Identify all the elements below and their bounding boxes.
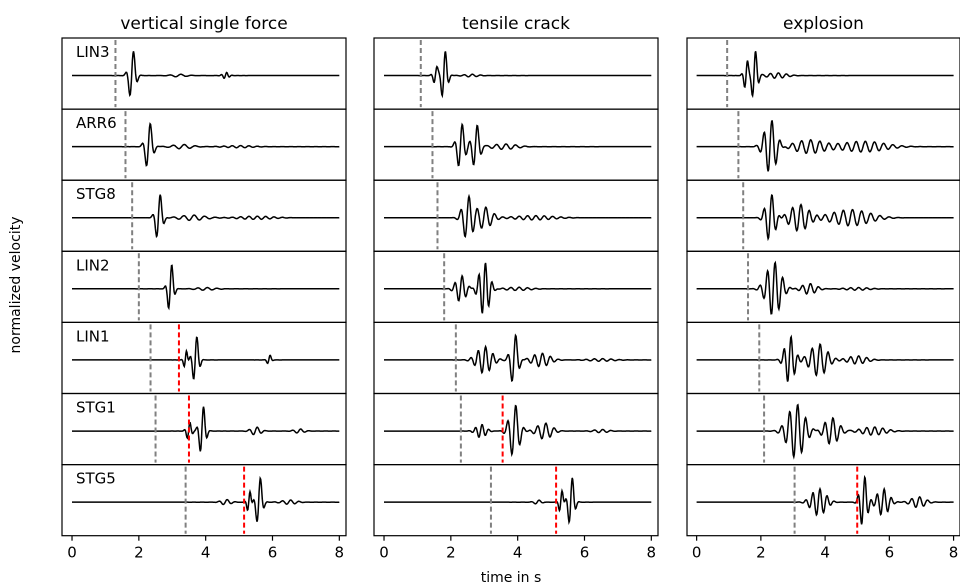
station-label: STG1: [76, 399, 116, 417]
waveform-trace: [696, 334, 954, 382]
panel-grid: vertical single force LIN3 ARR6 STG8 LIN2 LIN…: [61, 14, 960, 562]
panel-frame: [686, 464, 960, 537]
waveform-trace: [696, 260, 954, 315]
panel-frame: [373, 392, 659, 466]
panel-title: vertical single force: [120, 14, 287, 34]
panel-frame: [61, 464, 347, 537]
waveform-trace: [696, 194, 954, 242]
waveform-trace: [72, 264, 340, 311]
x-tick-label: 2: [134, 544, 144, 562]
panel-frame: [373, 321, 659, 395]
x-tick-label: 8: [949, 544, 959, 562]
x-tick-label: 4: [513, 544, 523, 562]
panel-frame: [373, 250, 659, 324]
waveform-trace: [72, 194, 340, 239]
x-tick-label: 0: [67, 544, 77, 562]
waveform-trace: [384, 333, 652, 383]
waveform-trace: [384, 477, 652, 526]
panel-frame: [373, 464, 659, 537]
waveform-trace: [72, 122, 340, 167]
waveform-trace: [696, 51, 954, 99]
station-label: LIN3: [76, 43, 110, 61]
panel-frame: [686, 321, 960, 395]
station-label: STG8: [76, 185, 116, 203]
x-tick-label: 0: [379, 544, 389, 562]
x-tick-label: 4: [201, 544, 211, 562]
waveform-trace: [72, 336, 340, 380]
station-label: ARR6: [76, 114, 117, 132]
waveform-trace: [696, 474, 954, 525]
x-tick-label: 4: [820, 544, 830, 562]
y-axis-label: normalized velocity: [8, 217, 24, 354]
waveform-trace: [72, 475, 340, 522]
station-label: LIN1: [76, 327, 110, 345]
panel-title: tensile crack: [462, 14, 570, 34]
waveform-trace: [72, 51, 340, 98]
panel-frame: [686, 250, 960, 324]
waveform-trace: [696, 403, 954, 460]
waveform-trace: [72, 406, 340, 452]
waveform-trace: [696, 120, 954, 172]
panel-frame: [373, 37, 659, 110]
waveform-trace: [384, 193, 652, 239]
waveform-trace: [384, 122, 652, 167]
x-tick-label: 6: [580, 544, 590, 562]
waveform-trace: [384, 51, 652, 99]
panel-title: explosion: [783, 14, 864, 34]
x-tick-label: 6: [268, 544, 278, 562]
x-tick-label: 0: [692, 544, 702, 562]
station-label: STG5: [76, 470, 116, 488]
waveform-trace: [384, 404, 652, 458]
panel-frame: [686, 108, 960, 181]
x-tick-label: 6: [885, 544, 895, 562]
x-axis-label: time in s: [481, 570, 542, 585]
waveform-trace: [384, 262, 652, 314]
station-label: LIN2: [76, 256, 110, 274]
x-tick-label: 2: [756, 544, 766, 562]
x-tick-label: 8: [335, 544, 345, 562]
x-tick-label: 2: [446, 544, 456, 562]
x-tick-label: 8: [647, 544, 657, 562]
panel-frame: [373, 179, 659, 252]
